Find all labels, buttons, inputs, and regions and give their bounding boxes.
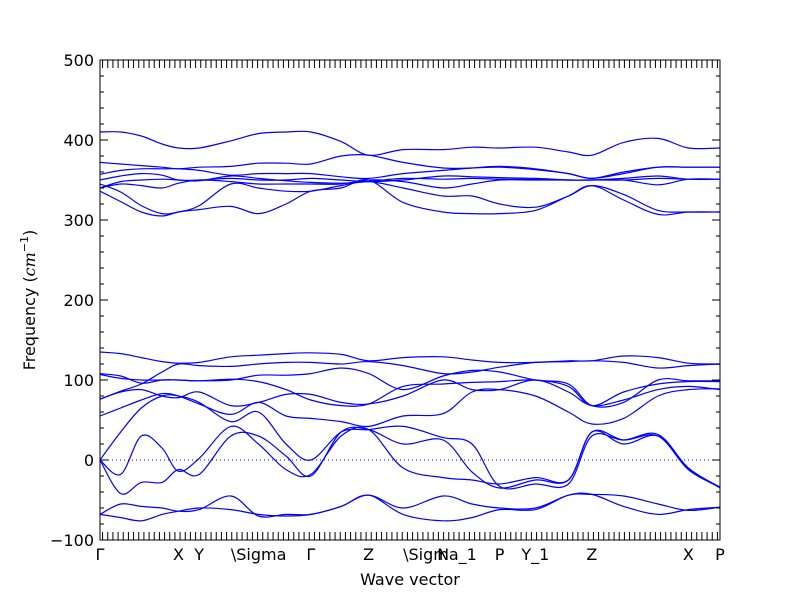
- x-tick-label: Y_1: [520, 545, 549, 565]
- phonon-band-19: [99, 178, 721, 217]
- phonon-band-9: [99, 367, 721, 408]
- y-axis-label: Frequency (cm−1): [18, 230, 39, 371]
- x-axis-label: Wave vector: [360, 570, 460, 589]
- x-tick-label: P: [715, 545, 725, 564]
- x-tick-label: Γ: [96, 545, 105, 564]
- x-tick-label: Z: [363, 545, 374, 564]
- axis-frame: [99, 59, 721, 541]
- y-axis-label-exponent: −1: [18, 236, 31, 252]
- y-axis: −100 0 100 200 300 400 500: [50, 51, 720, 550]
- y-tick-label: 100: [63, 371, 94, 390]
- x-tick-label: \Sigma: [231, 545, 287, 564]
- x-tick-label: Z: [586, 545, 597, 564]
- y-axis-label-prefix: Frequency (: [20, 276, 39, 370]
- y-tick-label: 200: [63, 291, 94, 310]
- x-tick-label: Γ: [306, 545, 315, 564]
- y-axis-label-suffix: ): [20, 230, 39, 236]
- plot-area: [99, 130, 721, 522]
- phonon-band-10: [99, 360, 721, 400]
- y-tick-label: 500: [63, 51, 94, 70]
- phonon-band-11: [99, 351, 721, 365]
- x-tick-label: P: [495, 545, 505, 564]
- phonon-band-14: [99, 165, 720, 180]
- x-tick-label: X: [683, 545, 694, 564]
- phonon-band-6: [99, 388, 721, 428]
- y-tick-label: 0: [84, 451, 94, 470]
- y-tick-label: 300: [63, 211, 94, 230]
- y-tick-label: −100: [50, 531, 94, 550]
- x-axis: Γ X Y \Sigma Γ Z \Sigma_1N P Y_1 Z X P: [96, 60, 725, 565]
- x-tick-label: \Sigma_1: [403, 545, 477, 565]
- y-tick-label: 400: [63, 131, 94, 150]
- x-tick-label: X: [173, 545, 184, 564]
- phonon-band-2: [99, 492, 721, 522]
- x-tick-label: Y: [193, 545, 204, 564]
- x-tick-label: N: [437, 545, 449, 564]
- y-axis-label-unit: cm: [20, 252, 39, 276]
